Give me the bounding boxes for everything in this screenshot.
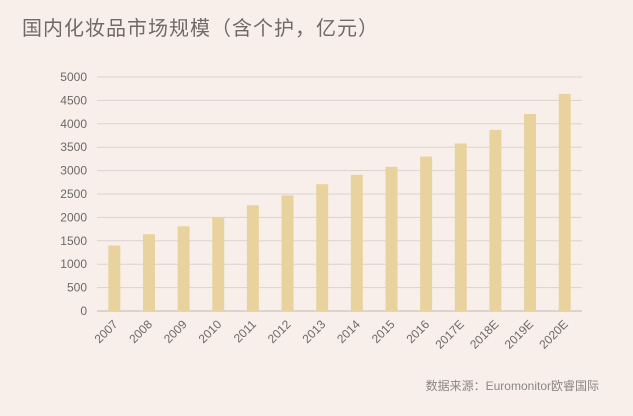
y-tick-label: 4000	[60, 117, 87, 131]
y-tick-label: 500	[67, 281, 87, 295]
y-tick-label: 2000	[60, 210, 87, 224]
x-tick-label: 2018E	[467, 317, 501, 351]
bar-2019E	[524, 113, 537, 311]
source-note: 数据来源：Euromonitor欧睿国际	[425, 379, 599, 393]
bar-2009	[177, 226, 190, 311]
bar-2014	[350, 174, 363, 311]
y-tick-label: 2500	[60, 187, 87, 201]
y-tick-label: 4500	[60, 93, 87, 107]
x-tick-label: 2020E	[536, 317, 570, 351]
x-tick-label: 2016	[403, 317, 432, 346]
bar-2007	[108, 245, 121, 311]
bar-2012	[281, 195, 294, 311]
bar-2010	[212, 217, 225, 311]
bar-2016	[420, 156, 433, 311]
bar-2011	[246, 205, 259, 311]
x-tick-label: 2012	[265, 317, 294, 346]
x-tick-label: 2007	[92, 317, 121, 346]
bar-2015	[385, 166, 398, 311]
x-tick-label: 2008	[126, 317, 155, 346]
bar-layer	[108, 93, 571, 312]
y-tick-label: 0	[80, 304, 87, 318]
x-tick-label: 2014	[334, 317, 363, 346]
y-tick-label: 5000	[60, 70, 87, 84]
x-tick-label: 2015	[369, 317, 398, 346]
x-tick-labels: 2007 2008 2009 2010 2011 2012 2013 2014 2015 2016…	[92, 317, 571, 352]
x-tick-label: 2019E	[502, 317, 536, 351]
x-tick-label: 2013	[300, 317, 329, 346]
y-tick-labels: 0 500 1000 1500 2000 2500 3000 3500 4000 4500 5000	[60, 70, 87, 318]
x-tick-label: 2017E	[432, 317, 466, 351]
x-tick-label: 2011	[231, 317, 259, 345]
bar-2020E	[558, 93, 571, 312]
y-tick-label: 1000	[60, 257, 87, 271]
grid-layer	[97, 76, 582, 312]
y-tick-label: 3500	[60, 140, 87, 154]
bar-2008	[142, 234, 155, 311]
x-tick-label: 2009	[161, 317, 190, 346]
bar-2018E	[489, 129, 502, 311]
bar-2013	[316, 184, 329, 311]
y-tick-label: 1500	[60, 234, 87, 248]
x-tick-label: 2010	[196, 317, 225, 346]
y-tick-label: 3000	[60, 164, 87, 178]
chart-title: 国内化妆品市场规模（含个护，亿元）	[22, 16, 379, 40]
bar-2017E	[454, 143, 467, 311]
